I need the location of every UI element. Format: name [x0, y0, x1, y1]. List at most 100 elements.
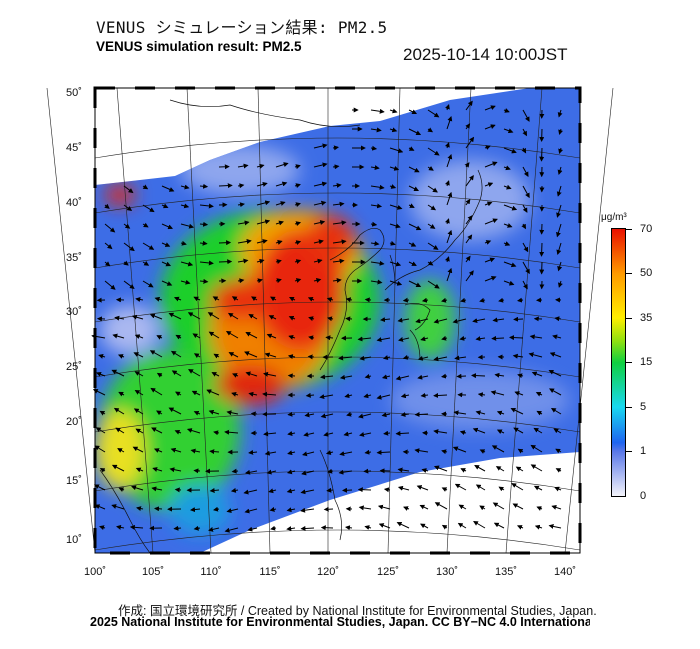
wind-arrow [459, 335, 467, 341]
wind-arrow [123, 223, 131, 229]
wind-arrow [326, 487, 334, 493]
wind-arrow [421, 297, 429, 303]
wind-arrow [378, 523, 391, 529]
wind-arrow [237, 278, 245, 284]
wind-arrow [420, 392, 429, 398]
wind-arrow [332, 145, 339, 151]
wind-arrow [414, 448, 429, 454]
colorbar-tick [626, 451, 632, 452]
wind-arrow [142, 260, 150, 266]
wind-arrow [294, 183, 301, 189]
wind-arrow [251, 296, 258, 302]
wind-arrow [357, 336, 372, 342]
wind-arrow [491, 335, 505, 341]
meridian-line [186, 87, 212, 554]
wind-arrow [484, 124, 496, 130]
wind-arrow [275, 162, 289, 168]
wind-arrow [123, 280, 135, 289]
wind-arrow [408, 128, 422, 135]
wind-arrow [554, 486, 562, 492]
wind-arrow [99, 525, 106, 531]
wind-arrow [199, 221, 209, 227]
wind-arrow [475, 484, 486, 491]
wind-arrow [535, 391, 543, 397]
wind-arrow [301, 470, 315, 476]
wind-arrow [550, 407, 562, 415]
wind-arrow [364, 297, 372, 303]
wind-arrow [484, 201, 493, 207]
wind-arrow [161, 280, 173, 286]
wind-arrow [142, 184, 149, 190]
wind-arrow [484, 105, 496, 111]
colorbar-label: 1 [640, 445, 647, 457]
wind-arrow [133, 408, 144, 415]
wind-arrow [131, 485, 144, 491]
wind-arrow [248, 449, 258, 455]
wind-arrow [134, 371, 144, 377]
wind-arrow [209, 449, 220, 455]
wind-arrow [237, 220, 250, 226]
wind-arrow [370, 108, 385, 114]
wind-arrow [433, 392, 448, 398]
wind-arrow [427, 147, 440, 156]
wind-arrow [266, 469, 277, 475]
wind-arrow [218, 259, 233, 265]
wind-arrow [427, 242, 439, 250]
credit-line: 作成: 国立環境研究所 / Created by National Instit… [118, 604, 597, 618]
wind-arrow [303, 431, 315, 437]
wind-arrow [319, 394, 334, 400]
wind-arrow [338, 355, 353, 361]
wind-arrow [441, 373, 448, 379]
wind-arrow [408, 185, 419, 191]
wind-arrow [474, 465, 486, 472]
colorbar-label: 0 [640, 490, 647, 502]
wind-arrow [496, 429, 505, 435]
wind-arrow [95, 427, 106, 434]
colorbar-tick [626, 273, 632, 274]
wind-arrow [338, 469, 353, 475]
wind-arrow [419, 504, 429, 510]
wind-arrow [142, 222, 149, 228]
wind-arrow [484, 145, 491, 150]
wind-arrow [287, 354, 296, 360]
wind-arrow [408, 223, 422, 231]
lon-label: 100˚ [83, 566, 107, 578]
wind-arrow [513, 427, 524, 434]
wind-arrow [228, 352, 239, 358]
wind-arrow [433, 318, 448, 324]
wind-arrow [237, 258, 249, 264]
wind-arrow [415, 318, 429, 324]
wind-arrow [557, 109, 563, 118]
wind-arrow [493, 522, 505, 529]
wind-arrow [226, 410, 239, 416]
wind-arrow [402, 297, 410, 303]
lat-label: 35˚ [66, 252, 82, 264]
wind-arrow [323, 506, 334, 512]
wind-arrow [477, 392, 486, 398]
wind-arrow [457, 522, 467, 529]
colorbar-tick [626, 362, 632, 363]
wind-arrow [529, 334, 543, 340]
wind-arrow [332, 164, 340, 170]
wind-arrow [427, 185, 438, 193]
wind-arrow [245, 371, 258, 377]
wind-arrow [339, 374, 353, 380]
wind-arrow [256, 219, 271, 225]
wind-arrow [465, 234, 473, 244]
wind-arrow [114, 315, 125, 321]
wind-arrow [389, 261, 402, 267]
wind-arrow [364, 525, 372, 530]
wind-arrow [458, 504, 467, 510]
wind-arrow [332, 182, 342, 188]
wind-arrow [294, 259, 302, 264]
wind-arrow [227, 312, 239, 320]
wind-arrow [484, 182, 494, 187]
wind-arrow [445, 104, 450, 111]
colorbar-label: 5 [640, 401, 647, 413]
wind-arrow [496, 410, 505, 416]
wind-arrow [511, 483, 524, 491]
wind-arrow [142, 280, 154, 288]
wind-arrow [380, 317, 391, 323]
wind-arrow [556, 242, 562, 255]
lat-label: 15˚ [66, 475, 82, 487]
